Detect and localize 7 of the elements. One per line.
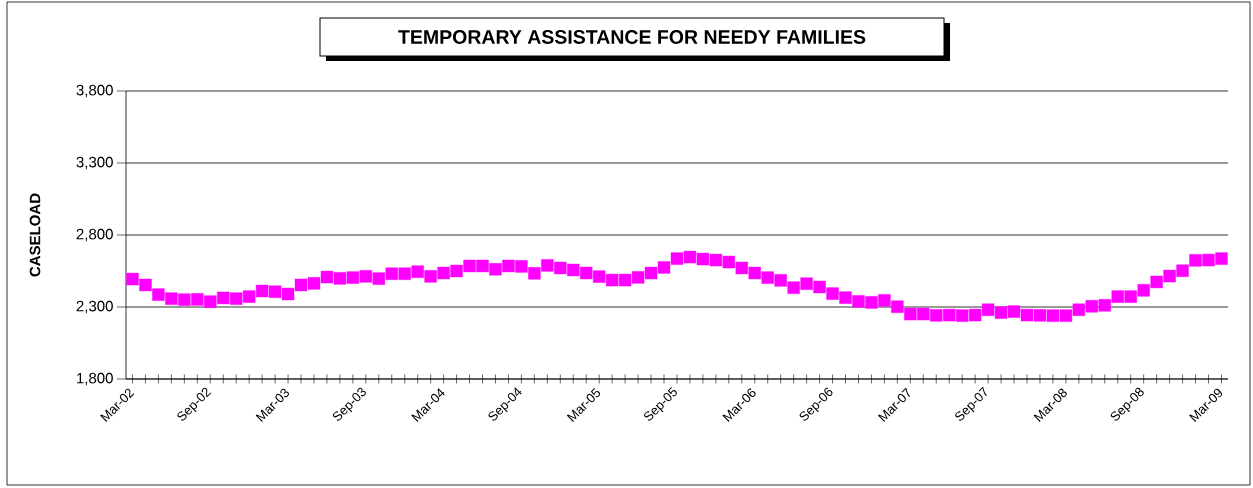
y-tick-label: 1,800 <box>77 372 113 386</box>
y-tick-label: 2,300 <box>76 300 113 314</box>
y-tick-label: 2,800 <box>76 228 113 242</box>
y-tick-label: 3,800 <box>76 84 113 98</box>
chart-title: TEMPORARY ASSISTANCE FOR NEEDY FAMILIES <box>398 30 866 44</box>
y-axis-title: CASELOAD <box>29 193 41 277</box>
y-tick-label: 3,300 <box>76 156 113 170</box>
